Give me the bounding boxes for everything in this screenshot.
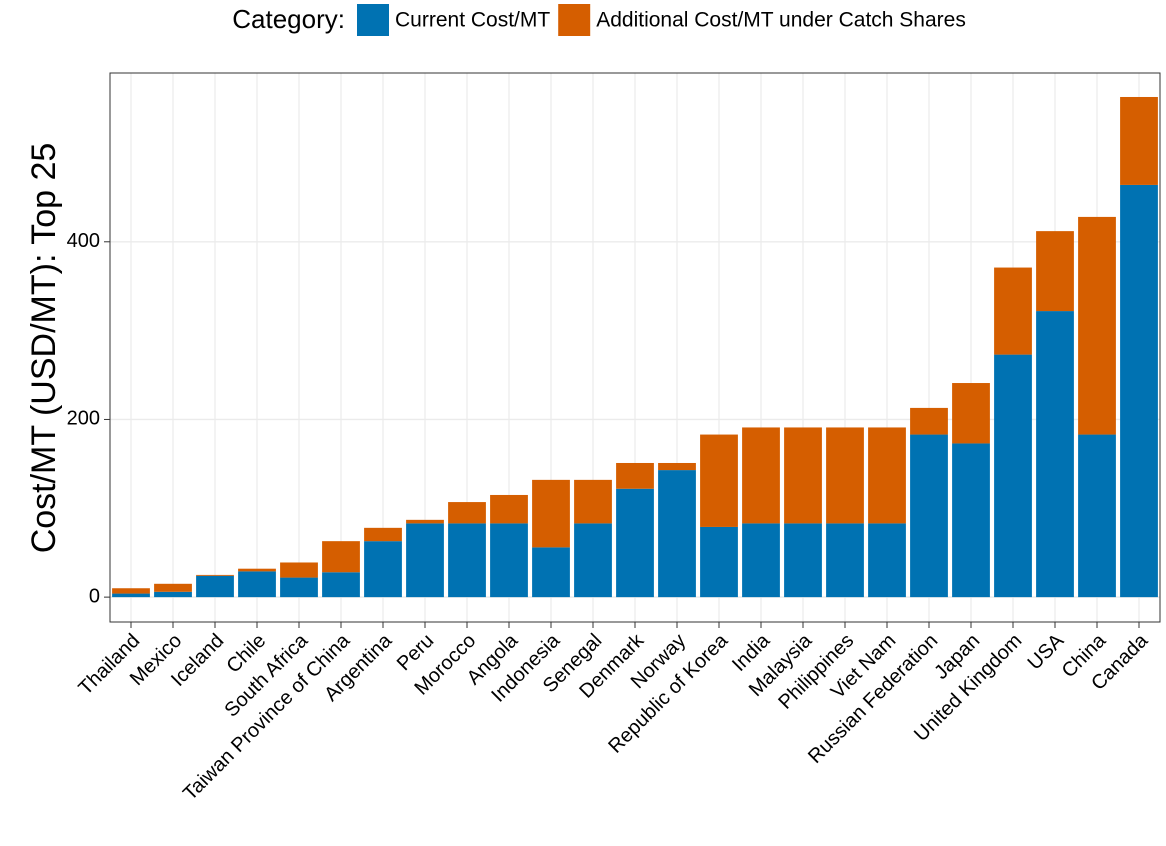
bar-segment — [952, 383, 990, 444]
bar-segment — [1036, 231, 1074, 312]
bar-segment — [280, 562, 318, 578]
bar-segment — [910, 407, 948, 435]
bar-segment — [280, 577, 318, 598]
bar-segment — [574, 479, 612, 524]
bar-segment — [868, 427, 906, 524]
bar-segment — [364, 527, 402, 542]
bar-segment — [910, 434, 948, 598]
bar-segment — [490, 523, 528, 598]
legend-label: Current Cost/MT — [395, 9, 550, 32]
bar-segment — [322, 541, 360, 573]
bar-segment — [406, 519, 444, 524]
bar-segment — [994, 267, 1032, 355]
bar-segment — [532, 547, 570, 598]
bar-segment — [238, 571, 276, 598]
bar-segment — [1120, 184, 1158, 598]
bar-segment — [1120, 96, 1158, 185]
bar-segment — [490, 494, 528, 524]
bar-segment — [364, 541, 402, 598]
bar-segment — [154, 591, 192, 598]
bar-segment — [658, 462, 696, 471]
bar-segment — [196, 575, 234, 598]
y-axis-label: Cost/MT (USD/MT): Top 25 — [25, 143, 63, 554]
bar-segment — [196, 574, 234, 576]
bar-segment — [658, 470, 696, 598]
bar-segment — [616, 462, 654, 489]
bar-segment — [532, 479, 570, 548]
bar-segment — [826, 523, 864, 598]
bar-segment — [742, 523, 780, 598]
bar-segment — [154, 583, 192, 592]
bar-segment — [700, 526, 738, 598]
bar-segment — [574, 523, 612, 598]
bar-segment — [700, 434, 738, 527]
bar-segment — [112, 593, 150, 598]
bar-segment — [1036, 311, 1074, 598]
bar-segment — [742, 427, 780, 524]
legend-swatch — [357, 4, 389, 36]
legend-label: Additional Cost/MT under Catch Shares — [596, 9, 966, 32]
bar-segment — [868, 523, 906, 598]
bar-segment — [112, 588, 150, 594]
bar-segment — [784, 523, 822, 598]
bar-segment — [616, 488, 654, 598]
bar-segment — [952, 443, 990, 598]
bar-segment — [784, 427, 822, 524]
bar-segment — [994, 354, 1032, 598]
y-tick-label: 400 — [67, 230, 100, 252]
bar-segment — [322, 572, 360, 598]
legend-title: Category: — [232, 4, 345, 34]
bar-segment — [448, 523, 486, 598]
bar-segment — [448, 502, 486, 524]
bar-segment — [826, 427, 864, 524]
y-tick-label: 0 — [89, 585, 100, 607]
y-tick-label: 200 — [67, 408, 100, 430]
bar-segment — [406, 523, 444, 598]
bar-segment — [1078, 434, 1116, 598]
legend-swatch — [558, 4, 591, 36]
bar-segment — [238, 568, 276, 572]
bar-segment — [1078, 216, 1116, 435]
